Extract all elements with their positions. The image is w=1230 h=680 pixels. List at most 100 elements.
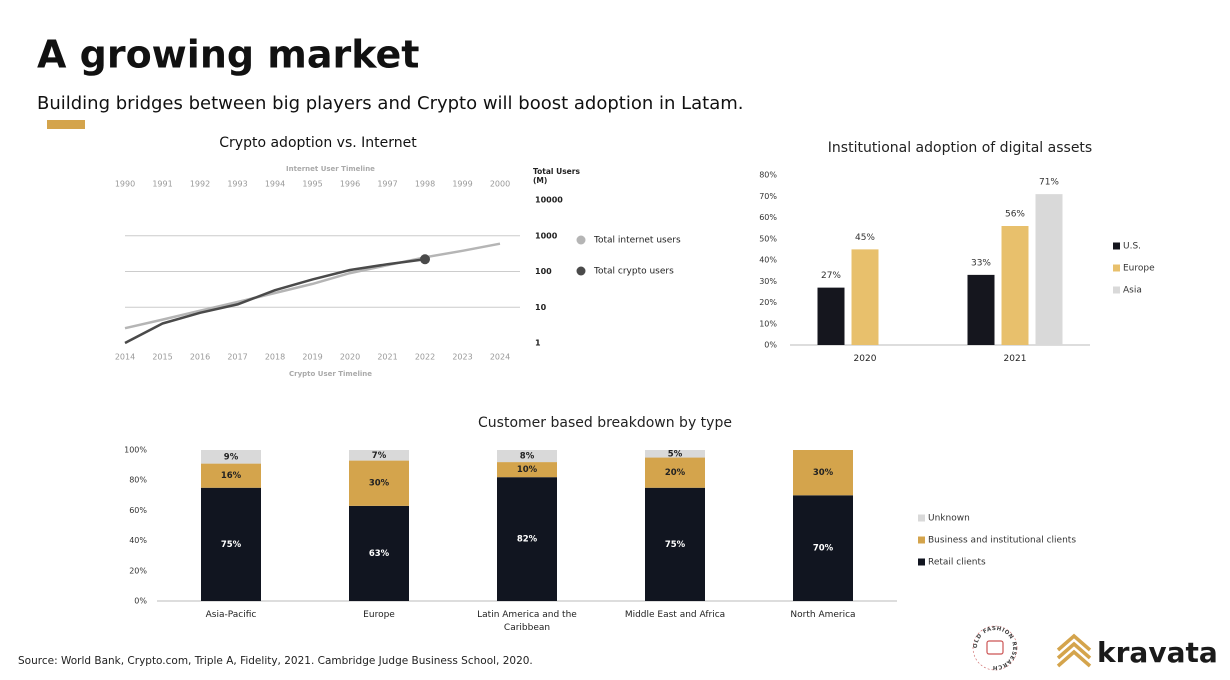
y-tick-label: 40%	[129, 536, 147, 545]
value-label: 82%	[517, 535, 538, 545]
badge: OLD FASHION RESEARCH	[972, 625, 1018, 671]
x-tick-label: 1990	[115, 180, 135, 189]
value-label: 16%	[221, 471, 242, 481]
x2-tick-label: 2022	[415, 353, 435, 362]
value-label: 8%	[520, 452, 535, 462]
bar-segment	[201, 487, 261, 601]
y-tick-label: 100	[535, 267, 552, 276]
y-tick-label: 100%	[124, 446, 147, 455]
value-label: 71%	[1039, 178, 1059, 188]
y-tick-label: 60%	[129, 506, 147, 515]
x-tick-label: 1998	[415, 180, 435, 189]
line-series	[124, 258, 426, 345]
x-tick-label: Middle East and Africa	[624, 610, 726, 620]
x-tick-label: Asia-Pacific	[205, 610, 257, 620]
value-label: 45%	[855, 233, 875, 243]
bar-segment	[201, 450, 261, 464]
legend-swatch	[918, 536, 925, 544]
source-note: Source: World Bank, Crypto.com, Triple A…	[18, 655, 533, 667]
brand-name: kravata	[1097, 636, 1218, 669]
x2-tick-label: 2023	[452, 353, 472, 362]
x-tick-label-box: Middle East and Africa	[624, 610, 726, 620]
bar	[967, 274, 995, 345]
x2-tick-label: 2015	[152, 353, 172, 362]
x-tick-label-box: Latin America and the Caribbean	[477, 610, 577, 633]
x2-tick-label: 2021	[377, 353, 397, 362]
end-marker	[420, 254, 430, 265]
x-tick-label: 1993	[227, 180, 247, 189]
value-label: 70%	[813, 544, 834, 554]
bar-segment	[201, 463, 261, 488]
bar-segment	[793, 495, 853, 601]
legend-marker	[576, 266, 586, 276]
y-tick-label: 80%	[759, 171, 777, 180]
legend-marker	[576, 235, 586, 245]
x-tick-label: 2000	[490, 180, 510, 189]
value-label: 5%	[668, 449, 683, 459]
legend-label: Business and institutional clients	[928, 536, 1076, 546]
x-tick-label-box: Europe	[363, 610, 395, 620]
value-label: 30%	[369, 479, 390, 489]
y-tick-label: 50%	[759, 234, 777, 243]
bar-segment	[497, 477, 557, 601]
value-label: 10%	[517, 465, 538, 475]
x-tick-label: 2020	[853, 354, 877, 364]
bar	[1001, 226, 1029, 345]
value-label: 75%	[221, 540, 242, 550]
value-label: 30%	[813, 468, 834, 478]
x-tick-label-box: Asia-Pacific	[205, 610, 257, 620]
legend-label: U.S.	[1123, 242, 1141, 252]
bar-segment	[645, 450, 705, 458]
legend-label: Unknown	[928, 514, 970, 524]
value-label: 33%	[971, 258, 991, 268]
x-axis-label: Internet User Timeline	[286, 165, 375, 173]
bar	[1035, 194, 1063, 345]
x2-tick-label: 2016	[190, 353, 210, 362]
x2-tick-label: 2019	[302, 353, 322, 362]
x2-tick-label: 2018	[265, 353, 285, 362]
x2-tick-label: 2024	[490, 353, 510, 362]
x-tick-label: 1995	[302, 180, 322, 189]
chart-title: Crypto adoption vs. Internet	[219, 135, 417, 151]
x-tick-label: 1991	[152, 180, 172, 189]
x-tick-label: 1992	[190, 180, 210, 189]
y-tick-label: 20%	[129, 566, 147, 575]
legend-swatch	[1113, 242, 1120, 250]
y-tick-label: 70%	[759, 192, 777, 201]
y-tick-label: 1	[535, 339, 541, 348]
badge-text: OLD FASHION RESEARCH	[972, 625, 1016, 670]
x-tick-label: North America	[790, 610, 856, 620]
value-label: 20%	[665, 468, 686, 478]
x-tick-label: Latin America and the Caribbean	[477, 610, 577, 633]
bar-segment	[645, 457, 705, 488]
legend-label: Asia	[1123, 286, 1142, 296]
x-tick-label: 2021	[1003, 354, 1027, 364]
y-tick-label: 10	[535, 303, 547, 312]
legend-label: Europe	[1123, 264, 1155, 274]
value-label: 7%	[372, 451, 387, 461]
legend-label: Retail clients	[928, 558, 986, 568]
bar-segment	[349, 460, 409, 506]
slide-title: A growing market	[37, 33, 419, 77]
bar-segment	[497, 462, 557, 478]
y-tick-label: 60%	[759, 213, 777, 222]
value-label: 75%	[665, 540, 686, 550]
y-tick-label: 40%	[759, 256, 777, 265]
y-axis-label: Total Users (M)	[533, 167, 580, 185]
chart-title: Institutional adoption of digital assets	[828, 140, 1092, 156]
bar-segment	[497, 450, 557, 463]
x2-tick-label: 2017	[227, 353, 247, 362]
y-tick-label: 30%	[759, 277, 777, 286]
bar-segment	[349, 505, 409, 601]
bar	[817, 287, 845, 345]
value-label: 56%	[1005, 210, 1025, 220]
legend-swatch	[1113, 286, 1120, 294]
y-tick-label: 0%	[134, 597, 147, 606]
x-tick-label-box: 2020	[853, 354, 877, 364]
y-tick-label: 10000	[535, 196, 563, 205]
x2-axis-label: Crypto User Timeline	[289, 370, 372, 378]
value-label: 63%	[369, 549, 390, 559]
bar-segment	[793, 450, 853, 496]
legend-swatch	[1113, 264, 1120, 272]
brand-logo: kravata	[1056, 633, 1218, 669]
